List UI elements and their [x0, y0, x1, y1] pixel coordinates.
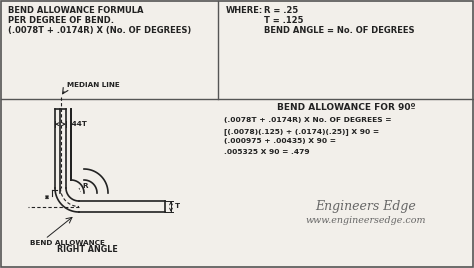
Text: BEND ANGLE = No. OF DEGREES: BEND ANGLE = No. OF DEGREES	[264, 26, 415, 35]
Text: (.000975 + .00435) X 90 =: (.000975 + .00435) X 90 =	[224, 138, 336, 144]
Text: Engineers Edge: Engineers Edge	[316, 200, 416, 213]
Text: R = .25: R = .25	[264, 6, 298, 15]
Text: BEND ALLOWANCE: BEND ALLOWANCE	[30, 240, 105, 246]
Text: R: R	[82, 184, 88, 189]
Text: T: T	[175, 203, 180, 210]
Text: .005325 X 90 = .479: .005325 X 90 = .479	[224, 149, 310, 155]
Text: .44T: .44T	[69, 121, 87, 127]
Text: RIGHT ANGLE: RIGHT ANGLE	[57, 245, 118, 254]
Text: [(.0078)(.125) + (.0174)(.25)] X 90 =: [(.0078)(.125) + (.0174)(.25)] X 90 =	[224, 128, 379, 135]
Text: (.0078T + .0174R) X (No. OF DEGREES): (.0078T + .0174R) X (No. OF DEGREES)	[8, 26, 191, 35]
Text: T = .125: T = .125	[264, 16, 303, 25]
Text: BEND ALLOWANCE FOR 90º: BEND ALLOWANCE FOR 90º	[277, 103, 415, 112]
Text: WHERE:: WHERE:	[226, 6, 263, 15]
Text: BEND ALLOWANCE FORMULA: BEND ALLOWANCE FORMULA	[8, 6, 144, 15]
Text: PER DEGREE OF BEND.: PER DEGREE OF BEND.	[8, 16, 114, 25]
Text: MEDIAN LINE: MEDIAN LINE	[67, 82, 120, 88]
Text: (.0078T + .0174R) X No. OF DEGREES =: (.0078T + .0174R) X No. OF DEGREES =	[224, 117, 392, 123]
Text: www.engineersedge.com: www.engineersedge.com	[306, 216, 426, 225]
